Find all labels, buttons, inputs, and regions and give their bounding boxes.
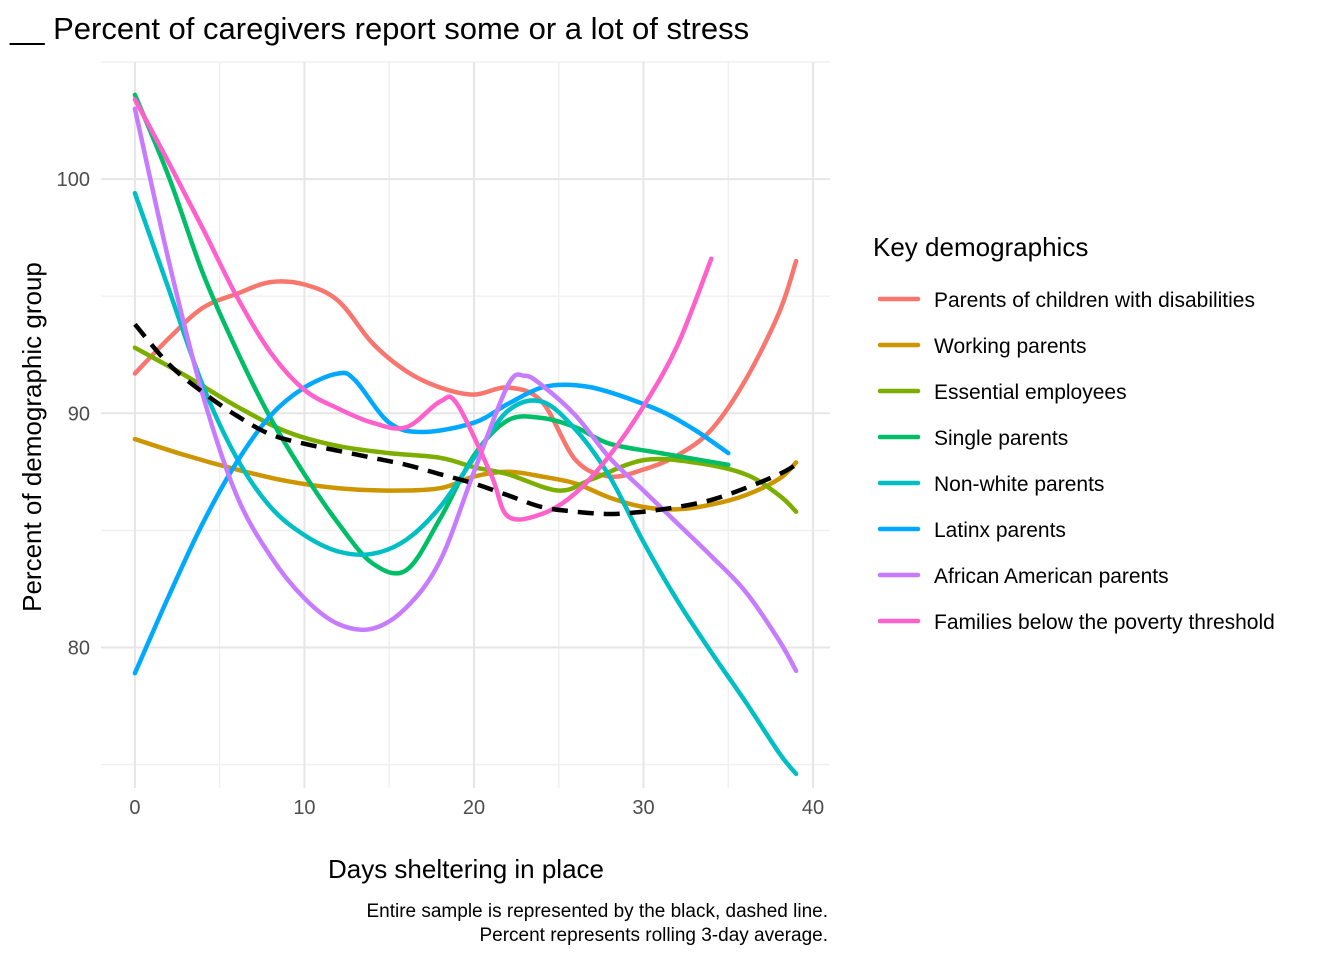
y-tick-label: 80 (68, 637, 90, 659)
legend-label-5: Non-white parents (934, 473, 1104, 496)
legend-title: Key demographics (873, 232, 1088, 262)
legend-label-8: Families below the poverty threshold (934, 611, 1275, 634)
x-tick-label: 40 (802, 797, 824, 819)
legend-label-1: Parents of children with disabilities (934, 289, 1255, 312)
series-line-8 (132, 97, 714, 522)
caption-line-1: Entire sample is represented by the blac… (366, 901, 828, 922)
x-tick-label: 30 (632, 797, 654, 819)
legend-label-2: Working parents (934, 335, 1087, 358)
series-line-7 (132, 106, 799, 674)
y-tick-label: 100 (57, 169, 90, 191)
series-line-4 (132, 92, 731, 576)
y-tick-label: 90 (68, 403, 90, 425)
legend-label-4: Single parents (934, 427, 1068, 450)
legend-label-7: African American parents (934, 565, 1169, 588)
x-tick-label: 10 (293, 797, 315, 819)
caption-line-2: Percent represents rolling 3-day average… (479, 925, 828, 946)
y-tick-labels: 80 90 100 (57, 169, 90, 659)
series-line-6 (132, 370, 731, 676)
x-tick-label: 0 (129, 797, 140, 819)
legend-label-6: Latinx parents (934, 519, 1066, 542)
chart-title: __ Percent of caregivers report some or … (9, 11, 749, 46)
series-lines (132, 92, 799, 777)
x-tick-labels: 0 10 20 30 40 (129, 797, 824, 819)
series-line-5 (132, 190, 799, 777)
series-line-2 (132, 436, 799, 512)
x-tick-label: 20 (463, 797, 485, 819)
x-axis-title: Days sheltering in place (328, 854, 604, 884)
y-axis-title: Percent of demographic group (17, 262, 47, 612)
legend-label-3: Essential employees (934, 381, 1127, 404)
legend: Key demographics Parents of children wit… (873, 232, 1275, 634)
